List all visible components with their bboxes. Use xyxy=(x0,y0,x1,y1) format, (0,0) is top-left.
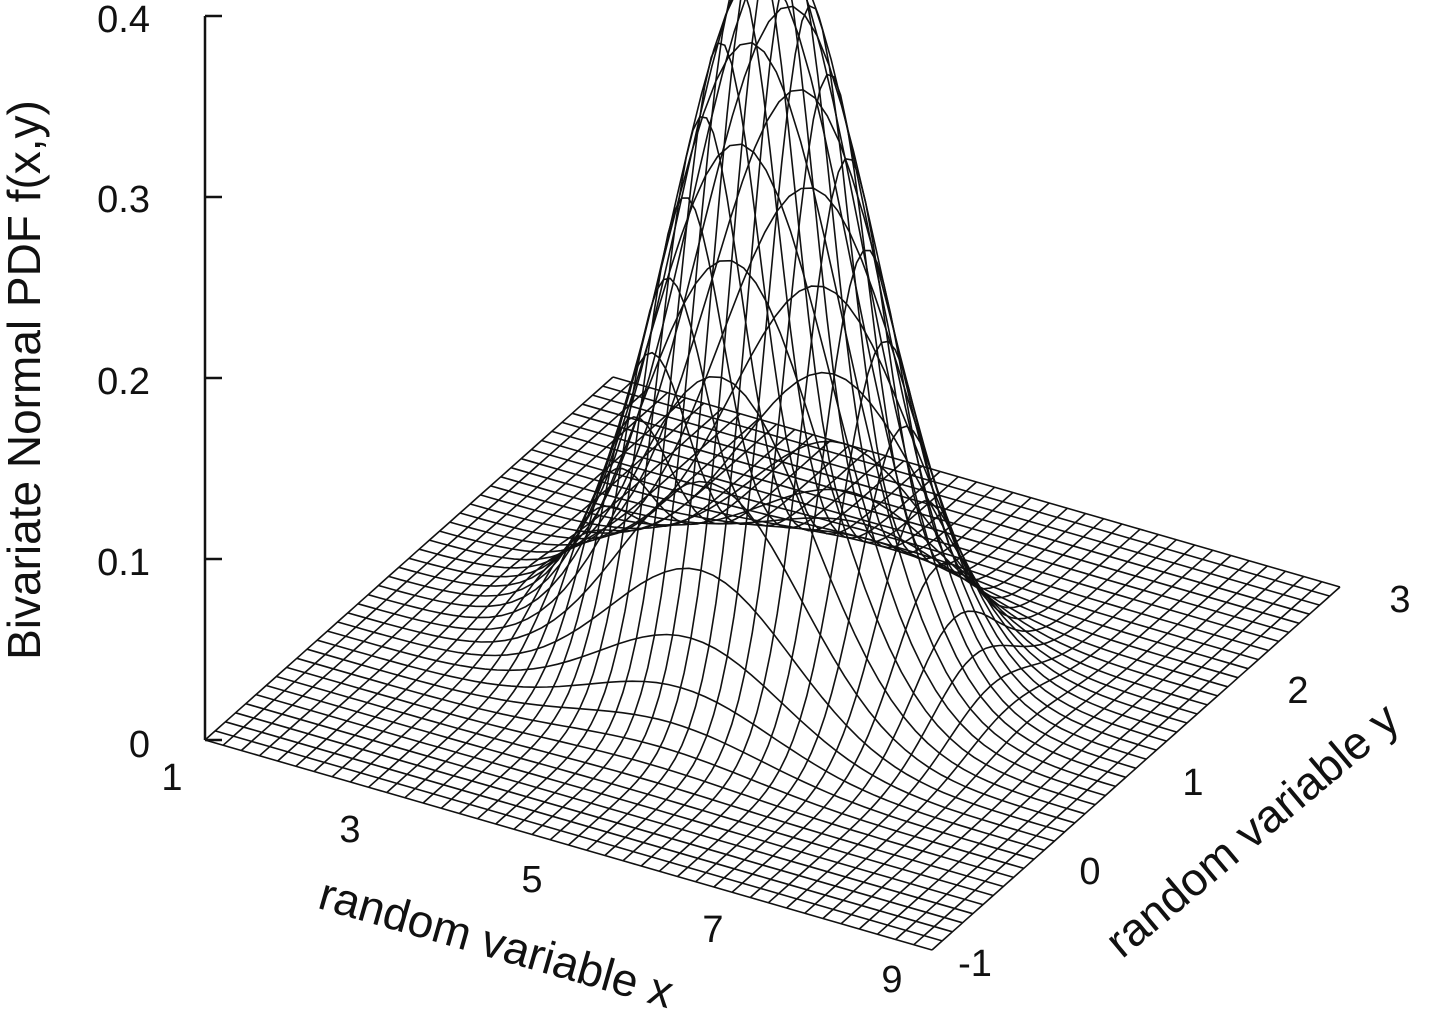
mesh-line-x xyxy=(295,402,705,767)
mesh-line-x xyxy=(258,392,669,757)
mesh-line-x xyxy=(549,0,959,841)
mesh-line-x xyxy=(676,340,1087,878)
mesh-line-x xyxy=(277,397,687,762)
mesh-line-x xyxy=(331,413,741,778)
mesh-line-x xyxy=(531,0,941,836)
x-axis-title: random variable x xyxy=(314,867,680,1018)
mesh-line-y xyxy=(327,630,1055,842)
mesh-line-x xyxy=(349,418,759,783)
mesh-line-x xyxy=(368,423,778,788)
surface-mesh xyxy=(204,0,1341,951)
z-axis-title: Bivariate Normal PDF f(x,y) xyxy=(0,100,50,660)
mesh-line-x xyxy=(804,549,1214,914)
mesh-line-x xyxy=(640,157,1050,867)
mesh-line-y xyxy=(398,0,1127,779)
y-tick-label: 3 xyxy=(1389,579,1410,621)
x-tick-label: 9 xyxy=(881,959,902,1001)
z-tick-label: 0.3 xyxy=(97,179,150,221)
mesh-line-x xyxy=(840,560,1250,925)
z-tick-label: 0.4 xyxy=(97,0,150,41)
y-tick-label: 2 xyxy=(1287,670,1308,712)
x-tick-label: 5 xyxy=(521,859,542,901)
mesh-line-x xyxy=(767,539,1177,904)
x-tick-label: 1 xyxy=(161,757,182,799)
y-tick-label: 0 xyxy=(1079,851,1100,893)
z-tick-label: 0.2 xyxy=(97,361,150,403)
mesh-line-x xyxy=(713,500,1123,888)
mesh-line-x xyxy=(913,581,1323,946)
mesh-line-x xyxy=(822,554,1232,920)
mesh-line-x xyxy=(313,407,723,773)
mesh-line-x xyxy=(513,42,923,830)
z-tick-label: 0.1 xyxy=(97,542,150,584)
mesh-line-x xyxy=(895,575,1305,941)
mesh-line-x xyxy=(931,586,1341,951)
mesh-line-x xyxy=(204,376,614,741)
mesh-line-x xyxy=(749,533,1159,899)
mesh-line-x xyxy=(386,428,796,794)
mesh-line-y xyxy=(408,0,1137,770)
z-tick-label: 0 xyxy=(129,724,150,766)
mesh-line-x xyxy=(422,416,832,804)
mesh-line-y xyxy=(316,639,1045,851)
x-tick-label: 3 xyxy=(339,809,360,851)
mesh-line-x xyxy=(222,381,632,746)
mesh-line-x xyxy=(586,0,996,851)
mesh-line-x xyxy=(240,386,650,752)
mesh-line-y xyxy=(418,0,1147,760)
mesh-line-x xyxy=(876,570,1287,935)
x-tick-label: 7 xyxy=(702,909,723,951)
mesh-line-x xyxy=(604,4,1014,857)
z-axis-ticks xyxy=(205,14,222,742)
mesh-line-x xyxy=(567,0,978,846)
mesh-line-x xyxy=(695,425,1105,883)
mesh-line-x xyxy=(858,565,1268,930)
y-tick-label: 1 xyxy=(1182,762,1203,804)
y-tick-label: -1 xyxy=(958,943,992,985)
mesh-line-x xyxy=(458,277,869,815)
mesh-line-x xyxy=(786,544,1196,909)
mesh-line-x xyxy=(658,249,1068,872)
mesh-line-x xyxy=(477,197,887,820)
mesh-line-x xyxy=(731,528,1141,893)
mesh-line-x xyxy=(440,351,850,809)
